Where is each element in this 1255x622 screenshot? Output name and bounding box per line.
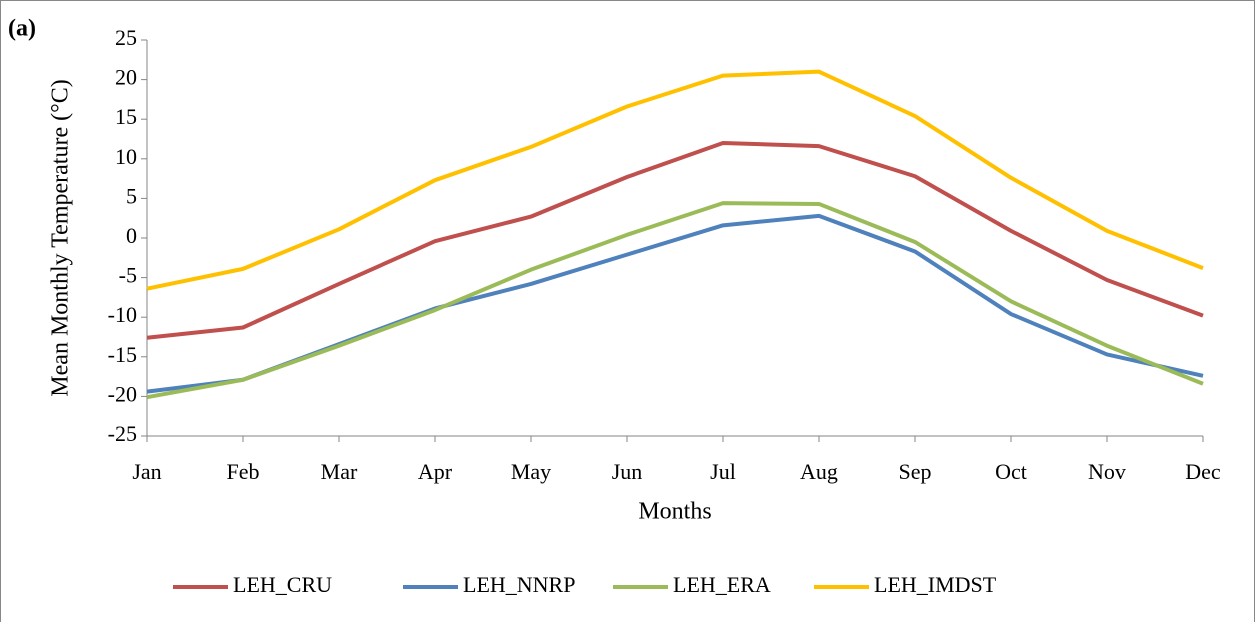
legend-label: LEH_NNRP xyxy=(463,572,575,597)
x-tick-label: Jul xyxy=(710,459,736,484)
y-tick-label: -5 xyxy=(119,263,137,288)
y-tick-label: -15 xyxy=(108,342,137,367)
x-tick-label: Jun xyxy=(612,459,643,484)
x-tick-label: Aug xyxy=(800,459,838,484)
y-tick-label: 15 xyxy=(115,104,137,129)
series-line xyxy=(146,201,1204,400)
legend-label: LEH_CRU xyxy=(233,572,332,597)
y-tick-label: -25 xyxy=(108,421,137,446)
x-tick-label: Apr xyxy=(418,459,453,484)
y-tick-label: -20 xyxy=(108,381,137,406)
series-line xyxy=(146,140,1204,340)
y-tick-label: -10 xyxy=(108,302,137,327)
y-axis-title: Mean Monthly Temperature (°C) xyxy=(48,79,74,396)
x-tick-label: Nov xyxy=(1088,459,1126,484)
x-tick-label: Sep xyxy=(899,459,932,484)
x-tick-label: Dec xyxy=(1185,459,1221,484)
x-tick-label: Mar xyxy=(321,459,358,484)
x-tick-label: May xyxy=(511,459,551,484)
x-tick-label: Oct xyxy=(995,459,1027,484)
y-tick-label: 10 xyxy=(115,144,137,169)
legend-label: LEH_ERA xyxy=(673,572,771,597)
x-tick-label: Feb xyxy=(227,459,260,484)
y-tick-label: 20 xyxy=(115,65,137,90)
x-tick-label: Jan xyxy=(132,459,161,484)
y-tick-label: 25 xyxy=(115,25,137,50)
x-axis-title: Months xyxy=(638,499,711,525)
y-tick-label: 0 xyxy=(126,223,137,248)
series-line xyxy=(146,69,1204,291)
y-tick-label: 5 xyxy=(126,183,137,208)
legend-label: LEH_IMDST xyxy=(874,572,997,597)
panel-label: (a) xyxy=(8,16,36,42)
